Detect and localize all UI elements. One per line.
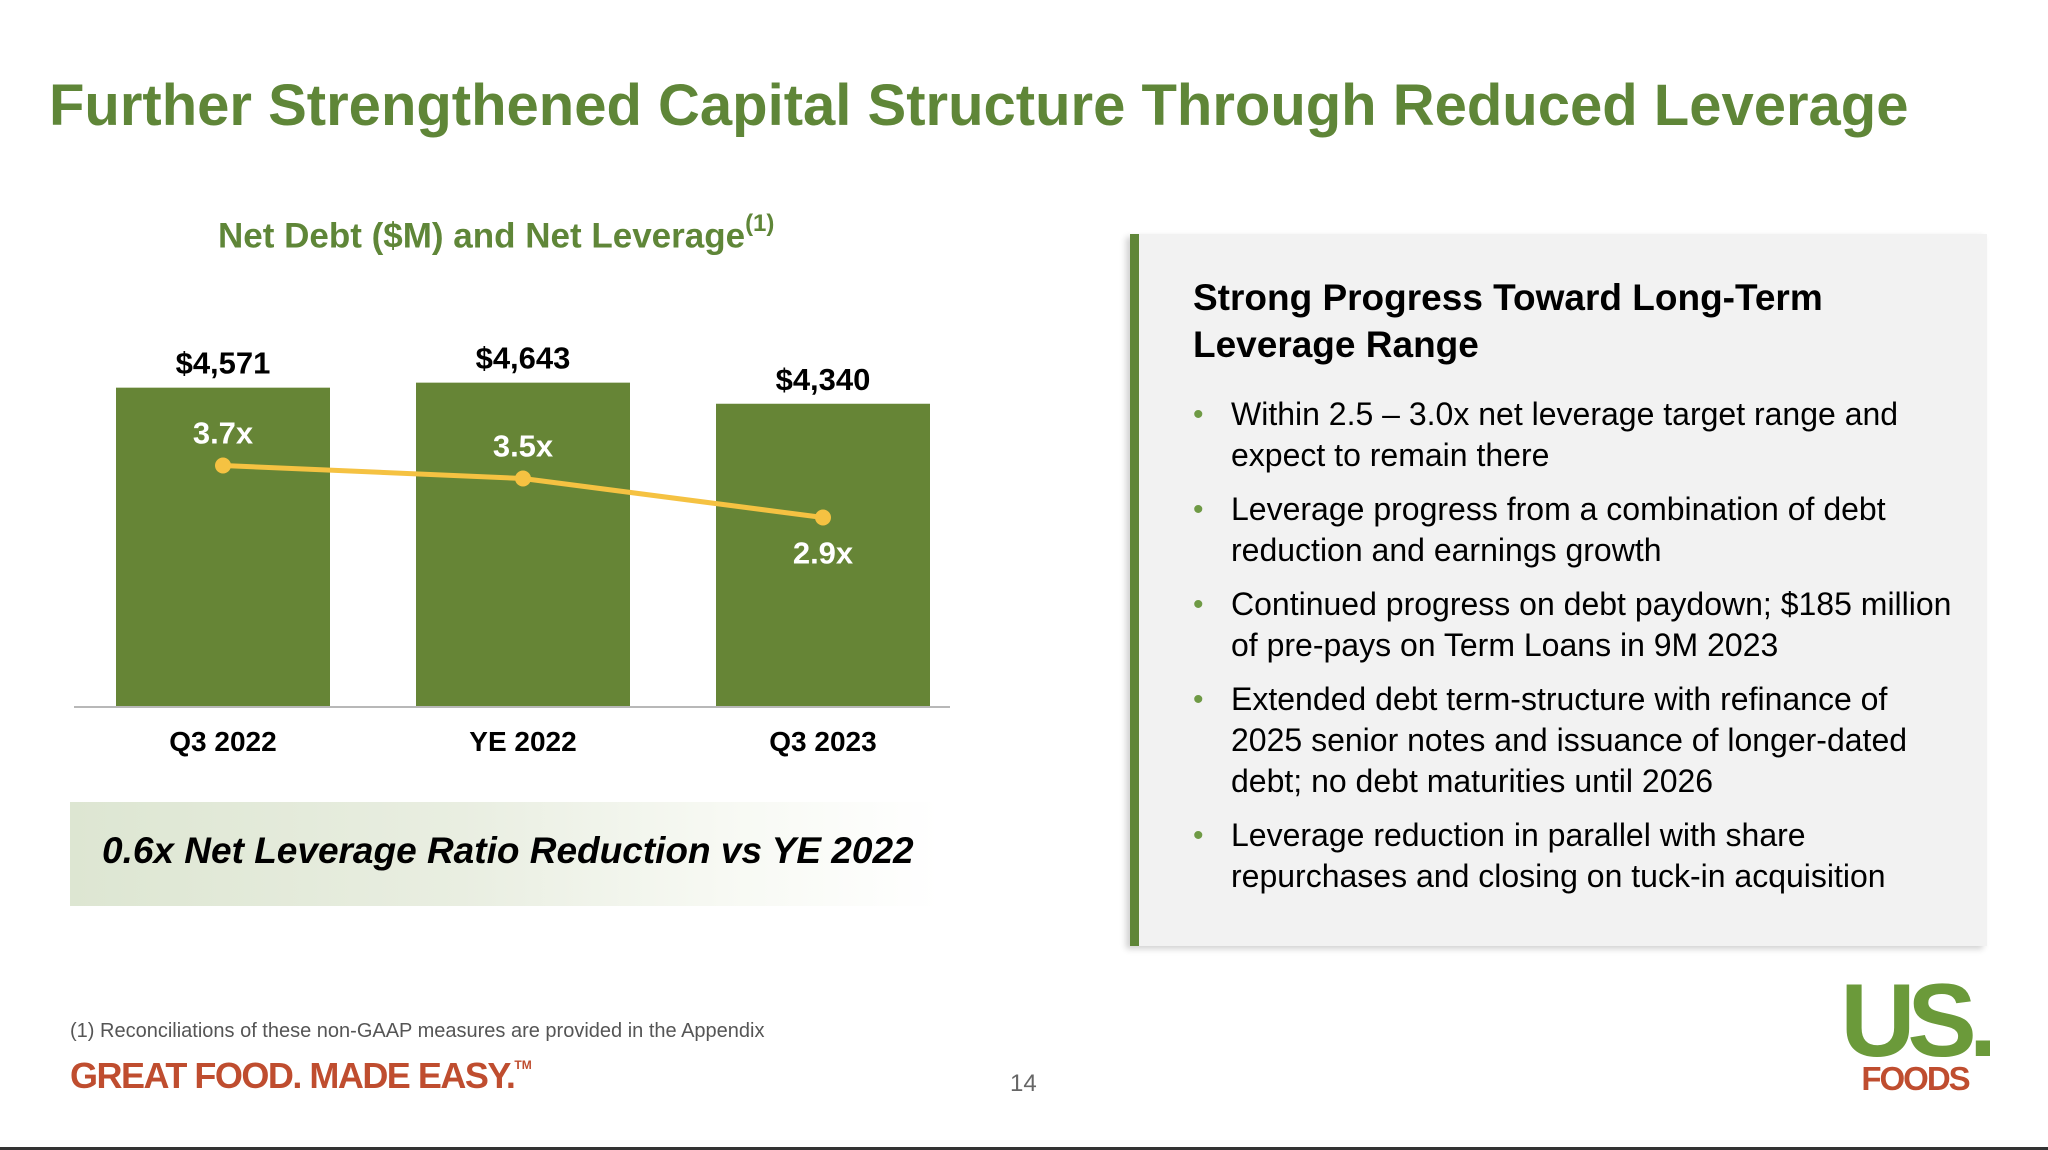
- net-leverage-point: [815, 509, 831, 526]
- bullet-item: Leverage progress from a combination of …: [1193, 489, 1963, 571]
- logo-us-text: US.: [1840, 968, 1990, 1079]
- panel-title: Strong Progress Toward Long-Term Leverag…: [1193, 277, 1823, 365]
- net-debt-value-label: $4,643: [476, 341, 571, 376]
- net-leverage-value-label: 3.7x: [193, 416, 254, 451]
- net-debt-bar: [116, 387, 330, 706]
- page-number: 14: [1010, 1070, 1037, 1097]
- chart-title-text: Net Debt ($M) and Net Leverage: [218, 216, 746, 256]
- chart-title-footnote-marker: (1): [745, 210, 775, 237]
- net-debt-leverage-chart: $4,571 Q3 2022 $4,643 YE 2022 $4,340 Q3 2023 3…: [74, 341, 950, 757]
- x-axis-tick-label: Q3 2022: [169, 726, 276, 757]
- logo-foods-text: FOODS: [1861, 1060, 1969, 1096]
- progress-bullet-list: Within 2.5 – 3.0x net leverage target ra…: [1193, 394, 1963, 910]
- trademark-mark: TM: [514, 1058, 532, 1072]
- bullet-item: Within 2.5 – 3.0x net leverage target ra…: [1193, 394, 1963, 476]
- bullet-item: Extended debt term-structure with refina…: [1193, 679, 1963, 802]
- brand-tagline: GREAT FOOD. MADE EASY.TM: [70, 1055, 532, 1097]
- net-debt-bar: [716, 403, 930, 706]
- footnote: (1) Reconciliations of these non-GAAP me…: [70, 1020, 765, 1042]
- bullet-item: Leverage reduction in parallel with shar…: [1193, 815, 1963, 897]
- banner-text: 0.6x Net Leverage Ratio Reduction vs YE …: [102, 830, 914, 871]
- tagline-text: GREAT FOOD. MADE EASY.: [70, 1055, 516, 1096]
- net-leverage-point: [515, 470, 531, 487]
- x-axis-tick-label: Q3 2023: [769, 726, 876, 757]
- net-leverage-value-label: 2.9x: [793, 536, 854, 571]
- net-debt-value-label: $4,340: [776, 362, 871, 397]
- progress-panel: Strong Progress Toward Long-Term Leverag…: [1130, 234, 1987, 946]
- page-title: Further Strengthened Capital Structure T…: [49, 73, 1909, 138]
- net-leverage-point: [215, 457, 231, 474]
- bullet-item: Continued progress on debt paydown; $185…: [1193, 584, 1963, 666]
- x-axis-tick-label: YE 2022: [469, 726, 576, 757]
- net-debt-bar: [416, 382, 630, 706]
- leverage-reduction-banner: 0.6x Net Leverage Ratio Reduction vs YE …: [70, 802, 940, 906]
- chart-title: Net Debt ($M) and Net Leverage(1): [218, 210, 774, 257]
- net-debt-value-label: $4,571: [176, 346, 271, 381]
- net-leverage-value-label: 3.5x: [493, 429, 554, 464]
- us-foods-logo: US. FOODS: [1840, 968, 1990, 1096]
- bottom-rule: [0, 1147, 2048, 1150]
